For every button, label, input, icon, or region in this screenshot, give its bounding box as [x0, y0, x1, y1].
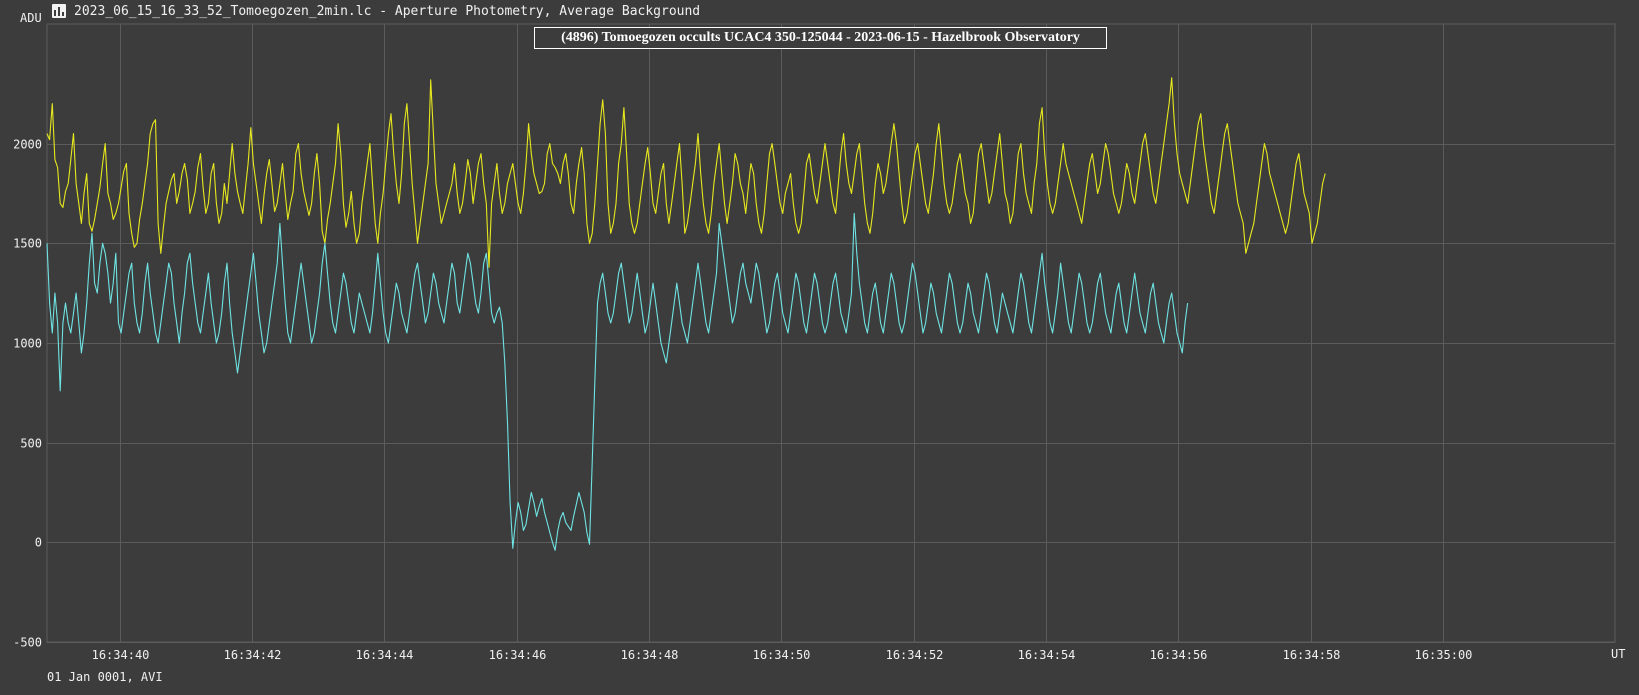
chart-title: (4896) Tomoegozen occults UCAC4 350-1250…	[534, 27, 1107, 49]
footer-date-label: 01 Jan 0001, AVI	[47, 670, 163, 684]
y-tick-label: 2000	[13, 138, 42, 152]
x-axis-label: UT	[1611, 647, 1626, 661]
x-tick-label: 16:34:42	[224, 648, 282, 662]
y-tick-label: 1500	[13, 237, 42, 251]
plot-frame	[46, 23, 1616, 643]
y-tick-label: 0	[35, 536, 42, 550]
x-tick-label: 16:34:46	[489, 648, 547, 662]
series-line-comparison	[46, 77, 1326, 268]
title-bar: 2023_06_15_16_33_52_Tomoegozen_2min.lc -…	[0, 0, 1639, 24]
x-tick-label: 16:34:50	[753, 648, 811, 662]
y-tick-label: 1000	[13, 337, 42, 351]
series-line-target	[46, 212, 1189, 551]
y-axis-label: ADU	[20, 11, 42, 25]
chart-icon[interactable]	[52, 4, 66, 18]
x-tick-label: 16:34:48	[621, 648, 679, 662]
x-tick-label: 16:34:44	[356, 648, 414, 662]
x-tick-label: 16:35:00	[1415, 648, 1473, 662]
y-tick-label: 500	[20, 437, 42, 451]
x-tick-label: 16:34:56	[1150, 648, 1208, 662]
y-tick-label: -500	[13, 636, 42, 650]
x-tick-label: 16:34:52	[886, 648, 944, 662]
x-tick-label: 16:34:58	[1283, 648, 1341, 662]
x-tick-label: 16:34:40	[92, 648, 150, 662]
window-title: 2023_06_15_16_33_52_Tomoegozen_2min.lc -…	[74, 4, 701, 19]
x-tick-label: 16:34:54	[1018, 648, 1076, 662]
